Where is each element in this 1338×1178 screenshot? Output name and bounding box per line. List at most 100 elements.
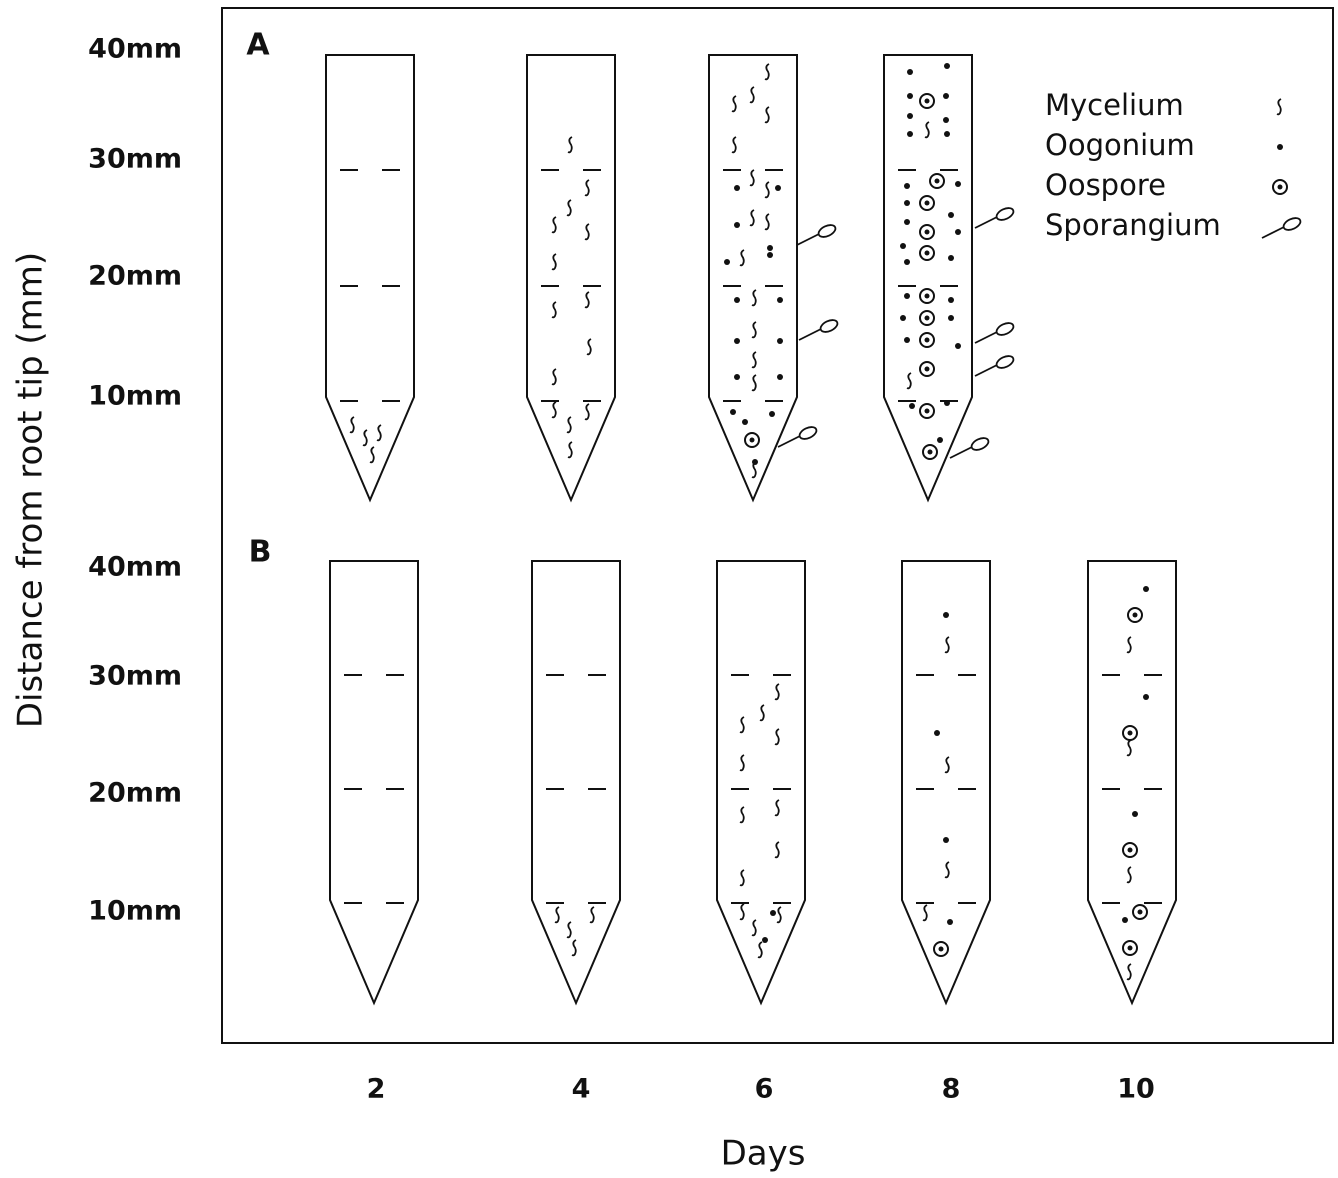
- oogonium: [777, 297, 783, 303]
- oospore-core: [924, 366, 930, 372]
- root: [716, 560, 806, 1006]
- sporangium-stalk: [974, 216, 998, 229]
- oospore-core: [1127, 730, 1133, 736]
- day-label: 8: [942, 1074, 961, 1105]
- oospore-core: [924, 98, 930, 104]
- frame: [221, 7, 1334, 1044]
- mycelium: [751, 351, 757, 369]
- oospore: [919, 288, 935, 304]
- distance-label: 20mm: [88, 261, 182, 292]
- oogonium: [730, 409, 736, 415]
- sporangium: [995, 322, 1015, 336]
- oospore: [1122, 725, 1138, 741]
- oogonium: [752, 459, 758, 465]
- mycelium: [764, 213, 770, 231]
- mycelium: [764, 63, 770, 81]
- oospore: [1127, 607, 1143, 623]
- day-label: 2: [367, 1074, 386, 1105]
- mycelium: [739, 716, 745, 734]
- oogonium: [943, 612, 949, 618]
- oospore: [933, 941, 949, 957]
- mycelium: [739, 249, 745, 267]
- mycelium: [759, 704, 765, 722]
- oospore: [1122, 940, 1138, 956]
- oospore: [919, 361, 935, 377]
- oospore-core: [924, 229, 930, 235]
- oogonium: [904, 337, 910, 343]
- root: [531, 560, 621, 1006]
- root: [1087, 560, 1177, 1006]
- mycelium: [751, 321, 757, 339]
- mycelium: [589, 906, 595, 924]
- sporangium: [1282, 217, 1302, 231]
- oospore: [1122, 842, 1138, 858]
- oogonium: [944, 131, 950, 137]
- legend-label: Mycelium: [1045, 88, 1184, 122]
- root: [883, 54, 973, 503]
- mycelium: [751, 289, 757, 307]
- mycelium: [551, 401, 557, 419]
- y-axis-title: Distance from root tip (mm): [11, 252, 51, 728]
- mycelium: [739, 754, 745, 772]
- oogonium: [943, 93, 949, 99]
- mycelium: [584, 291, 590, 309]
- oospore-core: [927, 449, 933, 455]
- mycelium: [749, 209, 755, 227]
- mycelium: [551, 253, 557, 271]
- legend-label: Oogonium: [1045, 128, 1195, 162]
- mycelium: [362, 429, 368, 447]
- oogonium: [1143, 694, 1149, 700]
- oogonium: [904, 183, 910, 189]
- oospore-core: [924, 200, 930, 206]
- oogonium: [944, 400, 950, 406]
- oogonium: [769, 411, 775, 417]
- oospore-core: [749, 437, 755, 443]
- oospore: [744, 432, 760, 448]
- mycelium: [566, 199, 572, 217]
- distance-label: 10mm: [88, 381, 182, 412]
- oogonium: [1122, 917, 1128, 923]
- root: [325, 54, 415, 503]
- oospore-core: [924, 315, 930, 321]
- distance-label: 20mm: [88, 778, 182, 809]
- oospore: [929, 173, 945, 189]
- oospore-core: [924, 293, 930, 299]
- oogonium: [907, 113, 913, 119]
- oogonium: [948, 255, 954, 261]
- distance-label: 10mm: [88, 896, 182, 927]
- mycelium: [571, 939, 577, 957]
- oogonium: [909, 403, 915, 409]
- oogonium: [742, 419, 748, 425]
- oospore-core: [1132, 612, 1138, 618]
- oospore: [919, 195, 935, 211]
- mycelium: [369, 446, 375, 464]
- mycelium: [349, 416, 355, 434]
- sporangium-stalk: [1261, 226, 1285, 239]
- sporangium: [995, 355, 1015, 369]
- oospore-core: [1127, 945, 1133, 951]
- mycelium: [944, 861, 950, 879]
- oogonium: [955, 181, 961, 187]
- mycelium: [774, 799, 780, 817]
- oogonium: [767, 245, 773, 251]
- distance-label: 40mm: [88, 34, 182, 65]
- root: [329, 560, 419, 1006]
- oogonium: [900, 243, 906, 249]
- mycelium: [749, 169, 755, 187]
- panel-label: B: [249, 535, 272, 570]
- oogonium: [904, 293, 910, 299]
- oospore-core: [934, 178, 940, 184]
- mycelium: [906, 372, 912, 390]
- oogonium: [1277, 144, 1283, 150]
- oogonium: [724, 259, 730, 265]
- oogonium: [777, 338, 783, 344]
- sporangium: [995, 207, 1015, 221]
- mycelium: [774, 841, 780, 859]
- oospore-core: [924, 408, 930, 414]
- mycelium: [551, 368, 557, 386]
- root: [708, 54, 798, 503]
- oogonium: [907, 93, 913, 99]
- oospore: [922, 444, 938, 460]
- oogonium: [777, 374, 783, 380]
- mycelium: [739, 806, 745, 824]
